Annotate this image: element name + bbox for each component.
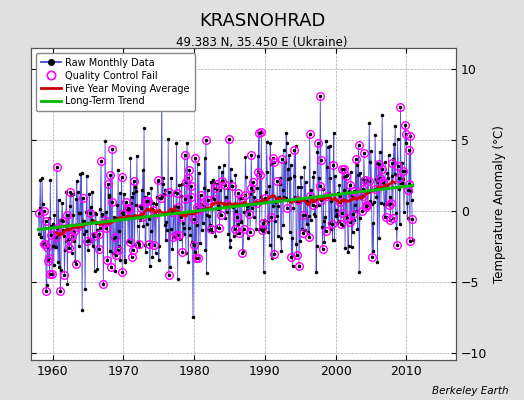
- Text: KRASNOHRAD: KRASNOHRAD: [199, 12, 325, 30]
- Text: 49.383 N, 35.450 E (Ukraine): 49.383 N, 35.450 E (Ukraine): [176, 36, 348, 49]
- Legend: Raw Monthly Data, Quality Control Fail, Five Year Moving Average, Long-Term Tren: Raw Monthly Data, Quality Control Fail, …: [36, 53, 195, 111]
- Text: Berkeley Earth: Berkeley Earth: [432, 386, 508, 396]
- Y-axis label: Temperature Anomaly (°C): Temperature Anomaly (°C): [493, 125, 506, 283]
